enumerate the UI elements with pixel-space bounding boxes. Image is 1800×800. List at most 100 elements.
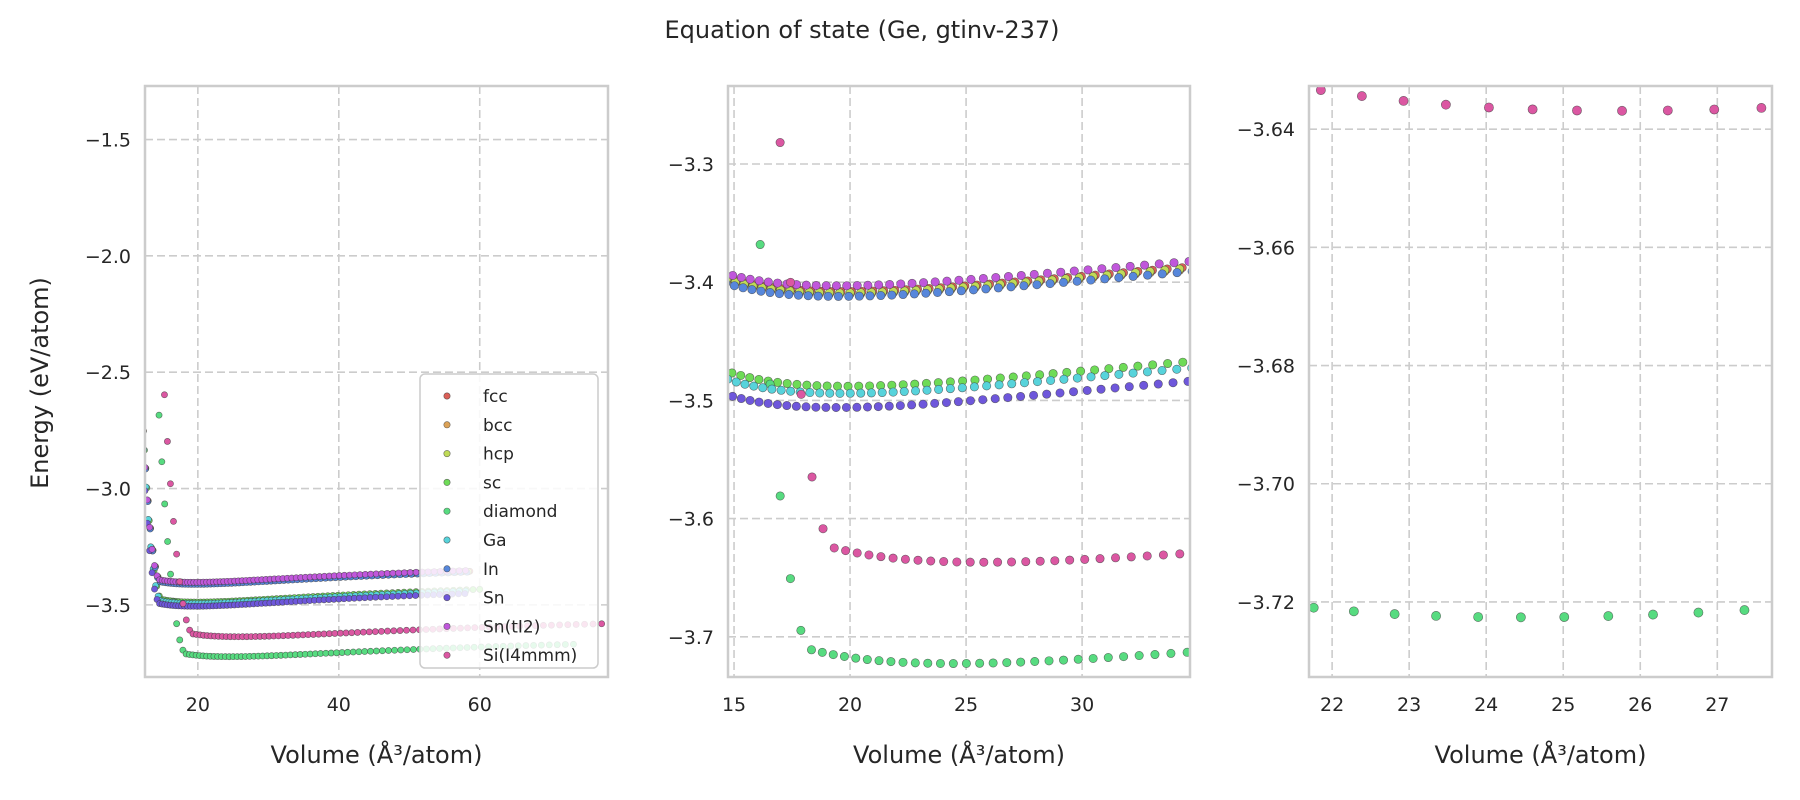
data-point (1133, 361, 1143, 371)
data-point (1484, 102, 1494, 113)
y-tick-label: −3.7 (668, 627, 714, 649)
data-point (151, 562, 158, 569)
series-diamond (1309, 602, 1796, 623)
data-point (907, 400, 917, 410)
data-point (1276, 78, 1285, 87)
data-point (712, 249, 720, 257)
x-tick-label: 20 (838, 694, 862, 716)
data-point (1096, 384, 1106, 394)
data-point (807, 472, 817, 482)
legend-label: Sn (483, 589, 505, 609)
data-point (755, 240, 765, 250)
data-point (1103, 653, 1113, 663)
data-point (1042, 389, 1052, 399)
data-point (1125, 261, 1135, 271)
data-point (1431, 611, 1441, 621)
data-point (756, 286, 766, 296)
data-point (774, 289, 784, 299)
data-point (1021, 557, 1031, 567)
y-tick-label: −3.6 (668, 509, 714, 531)
data-point (377, 593, 385, 601)
x-tick-label: 20 (186, 694, 210, 716)
data-point (173, 550, 181, 558)
legend-marker (443, 594, 451, 602)
data-point (1200, 256, 1208, 264)
data-point (899, 387, 909, 397)
data-point (706, 202, 714, 210)
data-point (1157, 269, 1167, 279)
data-point (948, 659, 958, 669)
legend-label: In (483, 560, 499, 580)
data-point (1527, 104, 1538, 115)
data-point (1056, 267, 1066, 277)
legend-marker (443, 392, 451, 400)
data-point (863, 402, 873, 412)
data-point (801, 280, 811, 290)
data-point (706, 204, 714, 212)
data-point (900, 554, 910, 564)
legend-item: diamond (443, 502, 557, 522)
panel-full-range: 20 40 60 −1.5 −2.0 −2.5 −3.0 −3.5 Volume (Å³/ato… (85, 84, 610, 769)
series-sc (728, 357, 1188, 391)
legend-label: hcp (483, 445, 514, 465)
legend-label: diamond (483, 502, 557, 522)
data-point (348, 629, 356, 637)
data-point (842, 281, 852, 291)
data-point (773, 278, 783, 288)
data-point (161, 391, 168, 399)
data-point (888, 553, 898, 563)
data-point (1157, 366, 1167, 376)
data-point (1069, 387, 1079, 397)
y-axis-label: Energy (eV/atom) (26, 277, 54, 489)
series-si-i4mmm- (775, 138, 1200, 567)
data-point (747, 285, 757, 295)
data-point (758, 383, 768, 393)
data-point (965, 557, 975, 567)
data-point (823, 291, 833, 301)
data-point (1128, 368, 1138, 378)
data-point (736, 272, 746, 282)
data-point (817, 647, 827, 657)
data-point (1100, 274, 1110, 284)
data-point (1002, 658, 1012, 668)
legend-box (419, 373, 599, 669)
panel-zoom-diamond: 22 23 24 25 26 27 −3.64 −3.66 −3.68 −3.70 −3.72 Vol… (1237, 78, 1796, 769)
data-point (151, 585, 158, 593)
data-point (1169, 258, 1179, 268)
data-point (148, 545, 156, 553)
data-point (877, 388, 887, 398)
legend-marker (443, 622, 451, 630)
data-point (910, 658, 920, 668)
data-point (173, 620, 181, 628)
data-point (969, 382, 979, 392)
data-point (993, 557, 1003, 567)
data-point (1059, 374, 1069, 384)
x-axis-label: Volume (Å³/atom) (271, 740, 483, 769)
data-point (1086, 372, 1096, 382)
data-point (1787, 603, 1796, 612)
data-point (1208, 261, 1216, 269)
data-point (1016, 391, 1026, 401)
data-point (981, 284, 991, 294)
y-tick-label: −3.4 (668, 272, 714, 294)
data-point (1003, 272, 1013, 282)
data-point (1515, 612, 1526, 623)
data-point (864, 550, 874, 560)
data-point (1163, 359, 1173, 369)
data-point (1016, 657, 1026, 667)
legend-item: Ga (443, 531, 507, 551)
data-point (1069, 266, 1079, 276)
legend-marker (443, 507, 451, 515)
data-point (841, 546, 851, 556)
data-point (379, 647, 386, 655)
data-point (844, 291, 854, 301)
data-point (1059, 655, 1069, 665)
data-point (801, 402, 811, 412)
data-point (355, 648, 363, 656)
data-point (1192, 549, 1200, 557)
data-point (749, 381, 759, 391)
data-point (952, 557, 962, 567)
data-point (1095, 554, 1105, 564)
legend-label: bcc (483, 416, 512, 436)
